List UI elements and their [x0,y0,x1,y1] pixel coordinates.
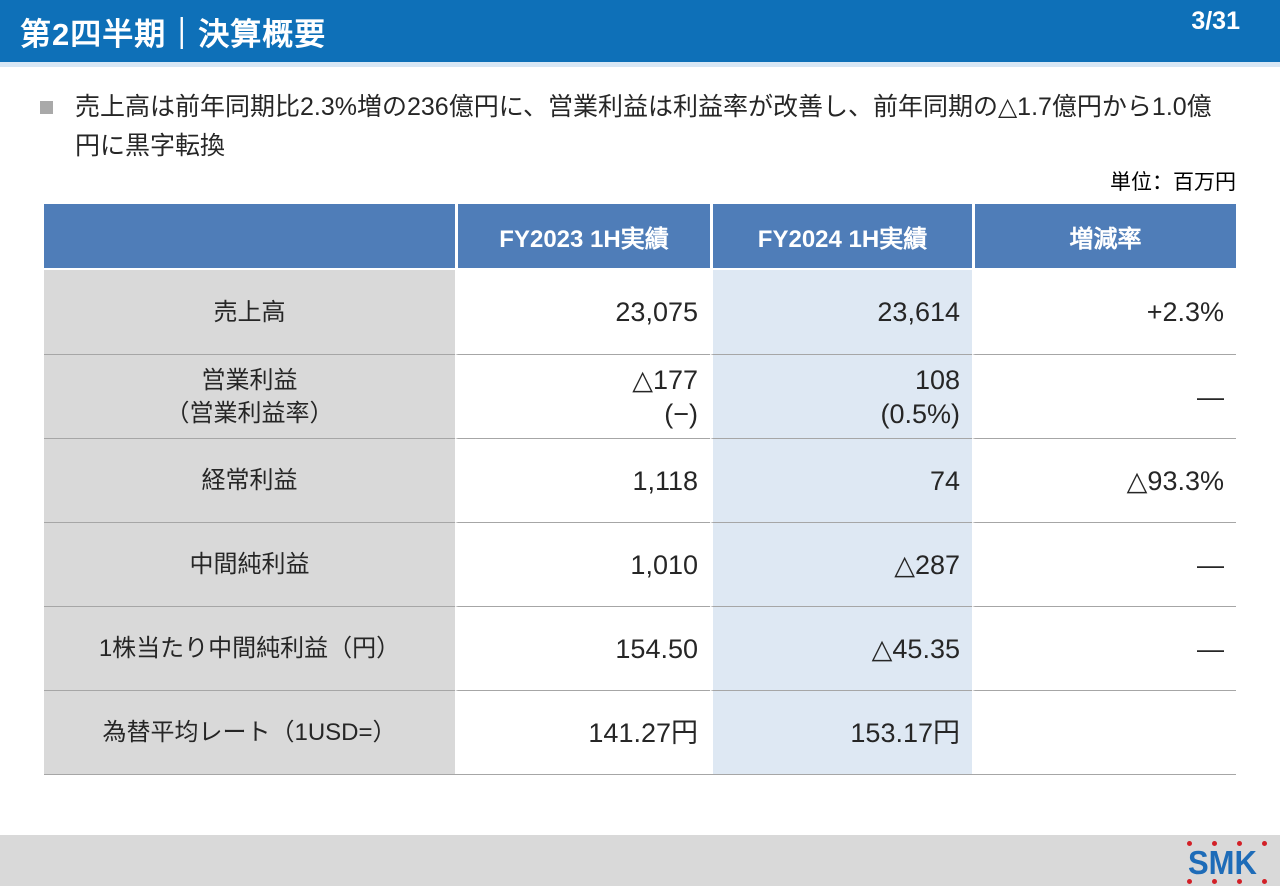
row-ordinary-income-fy2023: 1,118 [455,438,710,522]
row-operating-income-fy2023: △177 (−) [455,354,710,438]
row-eps-change: — [972,606,1236,690]
row-net-income-label: 中間純利益 [44,522,455,606]
page-title: 第2四半期｜決算概要 [20,16,327,52]
footer-bar [0,835,1280,886]
table-header-blank [44,204,455,270]
logo-dot-icon [1187,879,1192,884]
summary-bullet: 売上高は前年同期比2.3%増の236億円に、営業利益は利益率が改善し、前年同期の… [40,88,1250,166]
row-fx-rate-fy2023: 141.27円 [455,690,710,774]
row-ordinary-income-change: △93.3% [972,438,1236,522]
unit-label: 単位：百万円 [1110,171,1236,194]
title-bar-accent-line [0,62,1280,67]
smk-logo: SMK [1181,841,1275,885]
row-sales-change: +2.3% [972,270,1236,354]
row-net-income-fy2023: 1,010 [455,522,710,606]
row-ordinary-income-label: 経常利益 [44,438,455,522]
logo-dot-icon [1237,879,1242,884]
row-eps-fy2023: 154.50 [455,606,710,690]
logo-dot-icon [1212,879,1217,884]
row-fx-rate-change [972,690,1236,774]
logo-dot-icon [1187,841,1192,846]
logo-dot-icon [1212,841,1217,846]
row-eps-label: 1株当たり中間純利益（円） [44,606,455,690]
summary-text: 売上高は前年同期比2.3%増の236億円に、営業利益は利益率が改善し、前年同期の… [75,93,1212,160]
financial-results-table: FY2023 1H実績 FY2024 1H実績 増減率 売上高 23,075 2… [44,204,1236,775]
row-operating-income-fy2024: 108 (0.5%) [710,354,972,438]
slide-title-bar: 第2四半期｜決算概要 3/31 [0,0,1280,62]
bullet-square-icon [40,101,53,114]
row-fx-rate-label: 為替平均レート（1USD=） [44,690,455,774]
row-operating-income-change: — [972,354,1236,438]
row-net-income-change: — [972,522,1236,606]
row-ordinary-income-fy2024: 74 [710,438,972,522]
logo-dot-icon [1237,841,1242,846]
row-fx-rate-fy2024: 153.17円 [710,690,972,774]
table-header-fy2023: FY2023 1H実績 [455,204,710,270]
page-number: 3/31 [1191,7,1240,35]
table-header-change-rate: 増減率 [972,204,1236,270]
smk-logo-text: SMK [1188,843,1257,882]
row-eps-fy2024: △45.35 [710,606,972,690]
table-header-fy2024: FY2024 1H実績 [710,204,972,270]
row-sales-label: 売上高 [44,270,455,354]
logo-dot-icon [1262,841,1267,846]
logo-dot-icon [1262,879,1267,884]
row-sales-fy2023: 23,075 [455,270,710,354]
row-sales-fy2024: 23,614 [710,270,972,354]
row-net-income-fy2024: △287 [710,522,972,606]
row-operating-income-label: 営業利益 （営業利益率） [44,354,455,438]
